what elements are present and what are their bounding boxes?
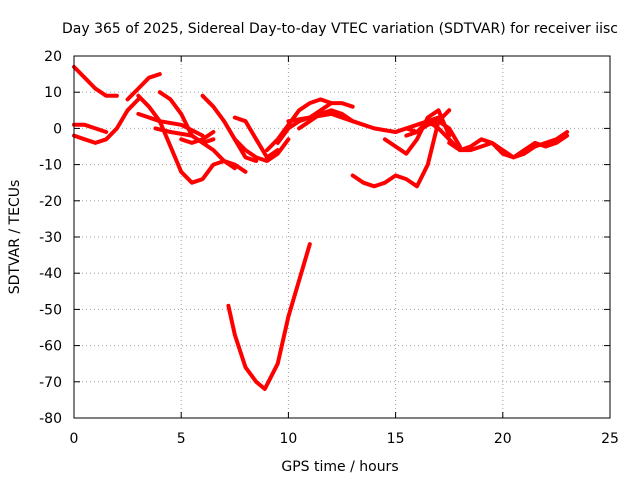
series-line-arc-16 [286,111,441,134]
series-line-arc-15 [275,101,355,145]
y-tick-label: -70 [39,375,62,391]
series-line-arc-5 [136,93,237,185]
series-line-arc-6 [136,111,205,138]
y-tick-label: -20 [39,194,62,210]
y-axis-label: SDTVAR / TECUs [7,180,23,295]
x-tick-label: 20 [494,431,512,447]
series-line-arc-3 [72,97,141,145]
series-line-arc-1 [72,64,119,98]
y-tick-label: -60 [39,339,62,355]
series-line-arc-14 [265,97,334,153]
series-line-arc-13 [226,242,312,391]
y-tick-label: -40 [39,266,62,282]
y-tick-label: -80 [39,411,62,427]
chart-title: Day 365 of 2025, Sidereal Day-to-day VTE… [62,21,618,37]
y-tick-label: -30 [39,230,62,246]
series-line-arc-11 [232,115,280,160]
series-line-arc-12 [232,137,291,163]
y-tick-label: 10 [44,85,62,101]
series-line-arc-19 [382,108,452,156]
x-tick-label: 5 [177,431,186,447]
x-tick-label: 15 [387,431,405,447]
series-layer [72,64,570,391]
y-tick-label: 20 [44,49,62,65]
x-tick-label: 10 [279,431,297,447]
series-line-arc-22 [447,133,570,160]
x-tick-label: 25 [601,431,619,447]
series-line-arc-18 [350,108,452,189]
series-line-arc-20 [393,119,462,149]
series-line-arc-4 [125,72,162,102]
y-tick-label: -10 [39,158,62,174]
y-tick-label: 0 [53,121,62,137]
tick-labels: 0 5 10 15 20 25 -80 -70 -60 -50 -40 -30 -20 -10 0 10 20 [39,49,619,447]
series-line-arc-9 [153,126,248,174]
x-tick-label: 0 [70,431,79,447]
series-line-arc-17 [297,108,355,131]
grid-lines [74,56,610,418]
y-tick-label: -50 [39,302,62,318]
x-axis-label: GPS time / hours [281,459,398,475]
series-line-arc-2 [72,122,109,134]
axis-ticks [73,55,611,419]
series-line-arc-10 [200,93,259,163]
